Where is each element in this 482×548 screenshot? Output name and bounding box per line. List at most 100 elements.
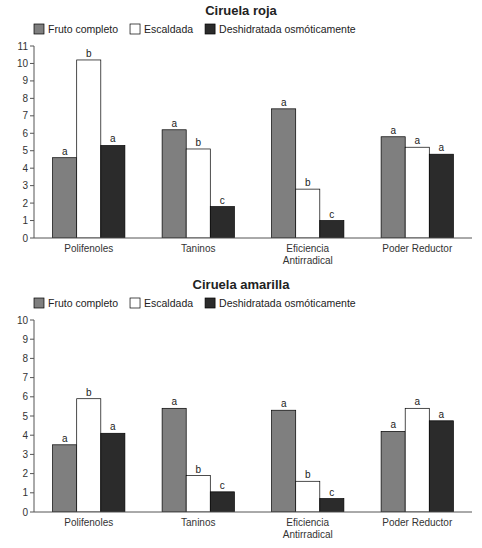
x-axis: Polifenoles Taninos EficienciaAntirradical… <box>34 512 472 540</box>
chart: Ciruela amarillaFruto completoEscaldadaD… <box>17 277 472 540</box>
y-tick-label: 8 <box>22 93 28 104</box>
data-label: a <box>281 398 287 409</box>
y-tick-label: 4 <box>22 430 28 441</box>
data-label: b <box>86 48 92 59</box>
y-tick <box>30 46 34 47</box>
legend-swatch <box>34 298 44 308</box>
y-tick-label: 6 <box>22 391 28 402</box>
y-tick-label: 1 <box>22 487 28 498</box>
x-tick-label: Taninos <box>181 517 215 528</box>
y-tick <box>30 238 34 239</box>
y-tick <box>30 396 34 397</box>
data-labels: aaaabbbaacca <box>62 48 445 220</box>
y-tick-label: 2 <box>22 468 28 479</box>
y-tick <box>30 150 34 151</box>
data-label: a <box>171 118 177 129</box>
bar <box>381 431 405 512</box>
y-tick-label: 7 <box>22 372 28 383</box>
bar <box>320 499 344 512</box>
legend-item: Fruto completo <box>34 297 118 309</box>
bar <box>272 410 296 512</box>
bar <box>296 481 320 512</box>
legend-swatch <box>130 24 140 34</box>
x-tick-label: EficienciaAntirradical <box>283 243 333 266</box>
y-tick <box>30 168 34 169</box>
data-label: c <box>329 487 334 498</box>
bar <box>405 147 429 238</box>
y-tick-label: 0 <box>22 507 28 518</box>
bar <box>162 130 186 238</box>
y-tick <box>30 492 34 493</box>
y-tick <box>30 473 34 474</box>
y-tick <box>30 185 34 186</box>
y-tick-label: 8 <box>22 353 28 364</box>
data-label: c <box>220 195 225 206</box>
data-label: b <box>86 387 92 398</box>
y-tick <box>30 98 34 99</box>
legend-label: Deshidratada osmóticamente <box>219 297 356 309</box>
x-tick-label: Polifenoles <box>64 517 113 528</box>
legend-swatch <box>205 24 215 34</box>
y-tick-label: 11 <box>18 41 29 52</box>
y-tick-label: 7 <box>22 110 28 121</box>
legend-label: Escaldada <box>144 23 193 35</box>
y-axis-line <box>34 320 35 512</box>
data-label: b <box>195 464 201 475</box>
x-tick-label-line: Antirradical <box>283 255 333 266</box>
x-tick-label-line: Polifenoles <box>64 243 113 254</box>
y-tick-label: 3 <box>22 180 28 191</box>
bar <box>186 476 210 512</box>
y-tick-label: 5 <box>22 145 28 156</box>
y-tick-label: 1 <box>22 215 28 226</box>
bar <box>77 399 101 512</box>
x-tick-label: Poder Reductor <box>382 243 453 254</box>
x-axis: PolifenolesTaninosEficienciaAntirradical… <box>34 238 472 266</box>
y-axis: 01234567891011 <box>17 41 34 244</box>
y-tick-label: 5 <box>22 411 28 422</box>
data-label: a <box>390 419 396 430</box>
y-tick <box>30 63 34 64</box>
y-tick-label: 6 <box>22 128 28 139</box>
y-tick-label: 9 <box>22 75 28 86</box>
data-label: b <box>195 137 201 148</box>
x-axis-line <box>34 512 472 513</box>
page: {"chart_data": [ {"type": "bar", "title"… <box>0 0 482 548</box>
bar <box>53 158 77 238</box>
x-tick-label-line: Eficiencia <box>286 243 329 254</box>
bar <box>101 433 125 512</box>
y-tick <box>30 435 34 436</box>
x-tick-label-line: Poder Reductor <box>382 517 453 528</box>
data-label: a <box>414 135 420 146</box>
y-tick <box>30 358 34 359</box>
data-label: c <box>329 209 334 220</box>
bar <box>210 207 234 238</box>
legend-swatch <box>205 298 215 308</box>
x-tick-label: Polifenoles <box>64 243 113 254</box>
x-tick-label: Poder Reductor <box>382 517 453 528</box>
data-labels: aaaabbbaacca <box>62 387 445 498</box>
y-axis-line <box>34 46 35 238</box>
x-tick-label-line: Eficiencia <box>286 517 329 528</box>
x-tick-label-line: Taninos <box>181 517 215 528</box>
data-label: b <box>305 177 311 188</box>
x-tick-label-line: Antirradical <box>283 529 333 540</box>
bar <box>101 145 125 238</box>
bar <box>320 221 344 238</box>
bars <box>53 399 454 512</box>
x-tick-label-line: Poder Reductor <box>382 243 453 254</box>
y-axis: 012345678910 <box>17 315 34 518</box>
legend-item: Escaldada <box>130 297 193 309</box>
x-tick-label: EficienciaAntirradical <box>283 517 333 540</box>
data-label: a <box>281 97 287 108</box>
legend-label: Escaldada <box>144 297 193 309</box>
legend-label: Fruto completo <box>48 297 118 309</box>
data-label: a <box>62 146 68 157</box>
legend-label: Deshidratada osmóticamente <box>219 23 356 35</box>
y-tick-label: 2 <box>22 198 28 209</box>
bar <box>272 109 296 238</box>
bar <box>381 137 405 238</box>
legend-item: Deshidratada osmóticamente <box>205 23 356 35</box>
y-tick <box>30 454 34 455</box>
figure: Ciruela rojaFruto completoEscaldadaDeshi… <box>0 0 482 548</box>
bar <box>77 60 101 238</box>
